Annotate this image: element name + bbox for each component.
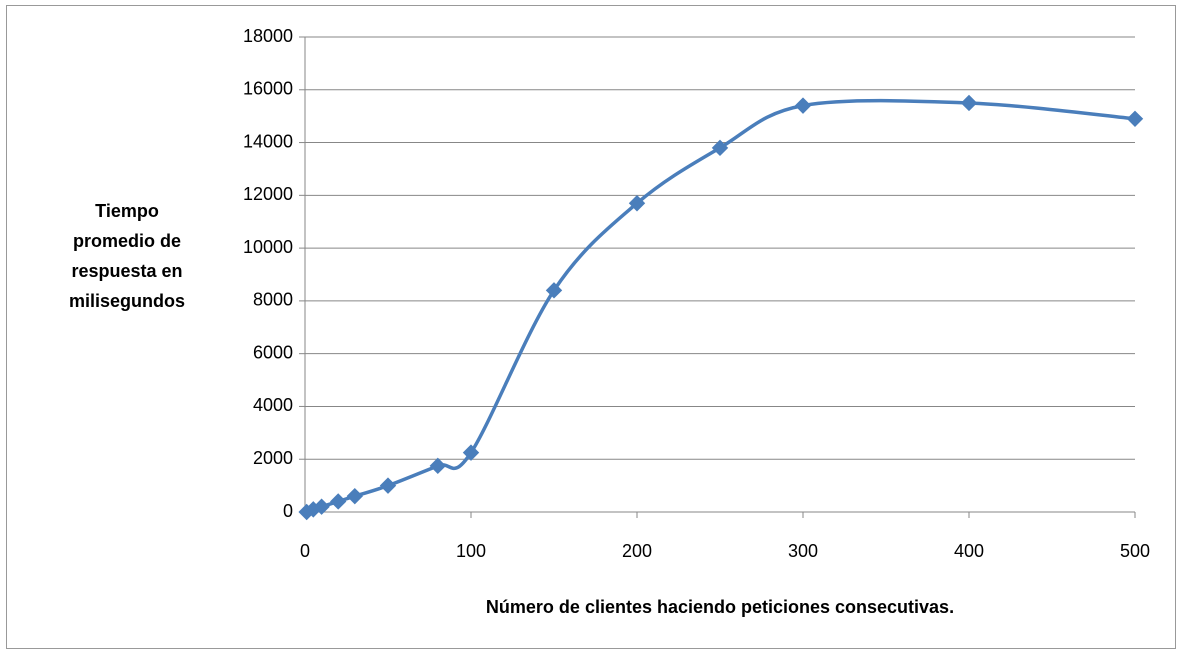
x-tick-label: 0: [300, 541, 310, 561]
y-tick-label: 8000: [253, 290, 293, 310]
x-tick-label: 100: [456, 541, 486, 561]
y-tick-label: 2000: [253, 448, 293, 468]
chart-border: [6, 5, 1176, 649]
y-tick-label: 18000: [243, 26, 293, 46]
y-tick-label: 0: [283, 501, 293, 521]
data-point: [1126, 110, 1144, 128]
y-tick-label: 10000: [243, 237, 293, 257]
x-tick-label: 500: [1120, 541, 1150, 561]
data-point: [960, 94, 978, 112]
x-tick-label: 200: [622, 541, 652, 561]
y-tick-label: 12000: [243, 184, 293, 204]
data-point: [711, 139, 729, 157]
data-point: [346, 487, 364, 505]
x-axis-title: Número de clientes haciendo peticiones c…: [486, 597, 954, 617]
data-point: [313, 498, 330, 515]
y-tick-label: 4000: [253, 395, 293, 415]
data-point: [462, 444, 480, 461]
data-point: [379, 477, 397, 494]
x-tick-label: 400: [954, 541, 984, 561]
series-line: [306, 98, 1136, 514]
y-axis-title: Tiempo promedio de respuesta en milisegu…: [68, 201, 185, 311]
y-tick-label: 16000: [243, 79, 293, 99]
data-point: [429, 457, 447, 475]
data-point: [794, 97, 812, 114]
data-point: [329, 493, 347, 510]
x-tick-label: 300: [788, 541, 818, 561]
data-point: [628, 195, 646, 212]
data-point: [545, 282, 563, 299]
y-tick-label: 14000: [243, 131, 293, 151]
y-tick-label: 6000: [253, 342, 293, 362]
